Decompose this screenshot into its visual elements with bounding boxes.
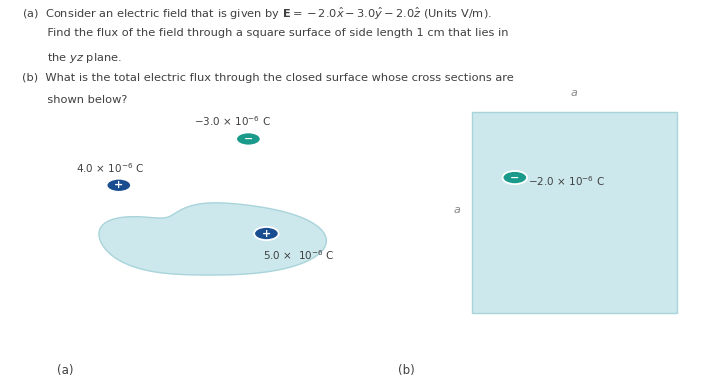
Circle shape [503,171,527,184]
Text: 4.0 $\times$ 10$^{-6}$ C: 4.0 $\times$ 10$^{-6}$ C [76,161,144,175]
Text: a: a [570,88,577,98]
Circle shape [236,132,261,146]
Text: Find the flux of the field through a square surface of side length 1 cm that lie: Find the flux of the field through a squ… [22,28,508,38]
Text: a: a [454,205,461,215]
Text: 5.0 $\times$  10$^{-6}$ C: 5.0 $\times$ 10$^{-6}$ C [263,248,334,262]
Text: (a): (a) [57,364,73,377]
Text: (b): (b) [398,364,415,377]
Text: (b)  What is the total electric flux through the closed surface whose cross sect: (b) What is the total electric flux thro… [22,73,513,83]
Circle shape [254,227,279,240]
Text: the $yz$ plane.: the $yz$ plane. [22,51,122,64]
Bar [472,112,677,313]
Text: (a)  Consider an electric field that is given by $\mathbf{E} = -2.0\hat{x} - 3.0: (a) Consider an electric field that is g… [22,6,492,22]
Text: shown below?: shown below? [22,95,127,105]
Polygon shape [99,203,326,275]
Text: −: − [243,134,253,144]
Text: +: + [262,229,271,239]
Text: +: + [114,180,123,190]
Circle shape [107,179,131,192]
Text: −: − [510,173,520,183]
Text: $-$3.0 $\times$ 10$^{-6}$ C: $-$3.0 $\times$ 10$^{-6}$ C [194,115,271,129]
Text: $-$2.0 $\times$ 10$^{-6}$ C: $-$2.0 $\times$ 10$^{-6}$ C [528,174,605,188]
